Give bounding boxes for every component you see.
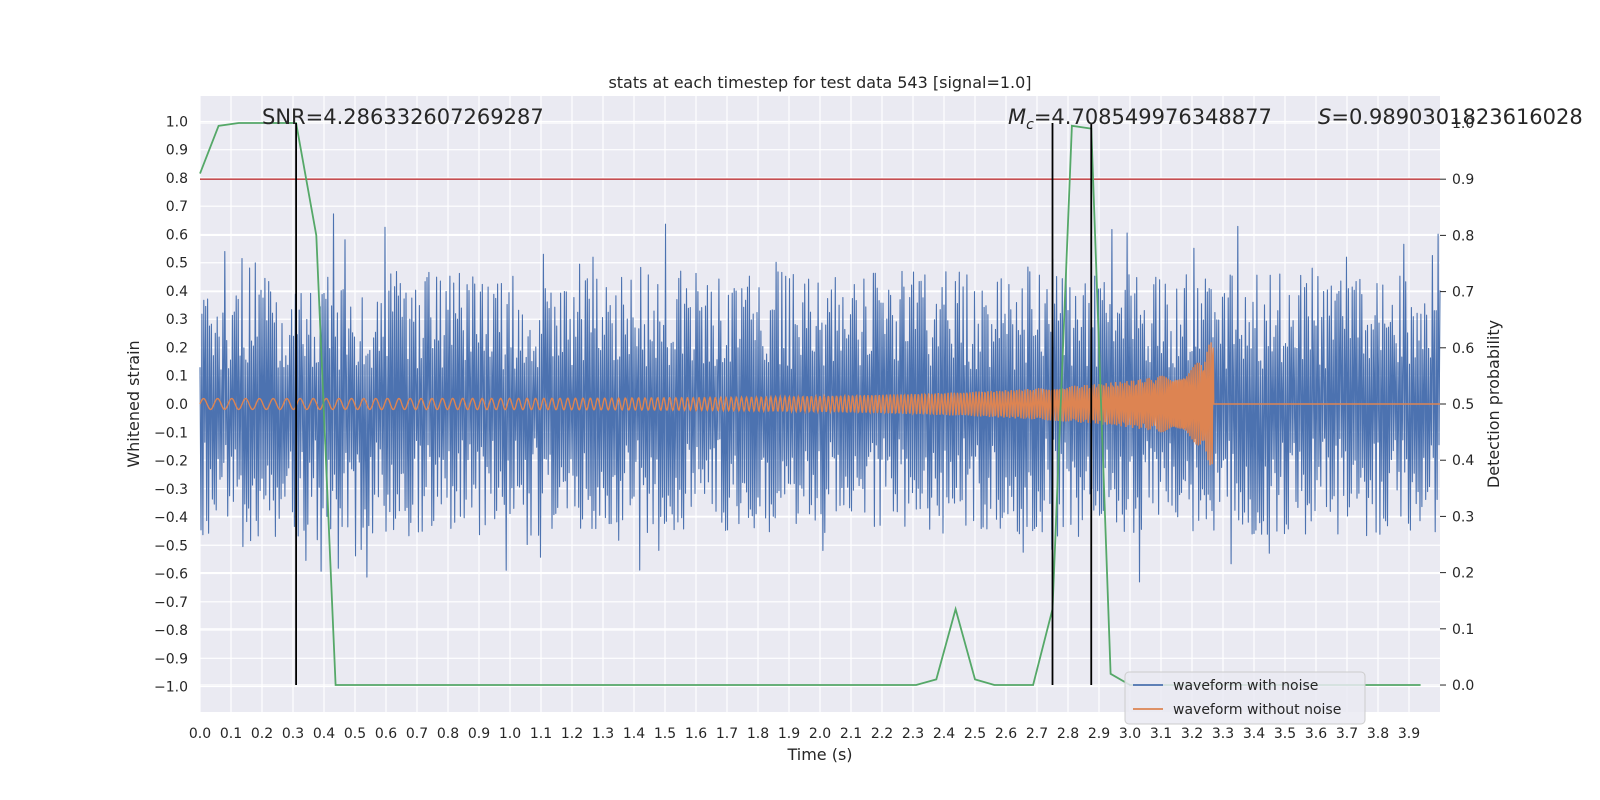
y-right-tick-label: 0.8 bbox=[1452, 228, 1474, 244]
legend-box bbox=[1124, 671, 1366, 725]
chirp-mass-annotation: Mc=4.708549976348877 bbox=[1008, 105, 1272, 133]
legend-label-clean: waveform without noise bbox=[1173, 702, 1341, 718]
x-tick-label: 3.5 bbox=[1274, 726, 1296, 742]
x-tick-label: 2.2 bbox=[871, 726, 893, 742]
chirp-mass-symbol: M bbox=[1008, 105, 1026, 129]
x-tick-label: 0.4 bbox=[313, 726, 335, 742]
legend: waveform with noise waveform without noi… bbox=[1124, 671, 1366, 725]
y-tick-label: 0.2 bbox=[166, 340, 188, 356]
y-tick-label: −0.3 bbox=[154, 482, 188, 498]
x-tick-label: 1.4 bbox=[623, 726, 645, 742]
x-tick-label: 1.3 bbox=[592, 726, 614, 742]
y-tick-label: −0.4 bbox=[154, 510, 188, 526]
s-symbol: S bbox=[1318, 105, 1331, 129]
y-right-tick-label: 0.7 bbox=[1452, 285, 1474, 301]
y-axis-label: Whitened strain bbox=[124, 340, 143, 467]
x-tick-label: 0.3 bbox=[282, 726, 304, 742]
x-tick-label: 2.4 bbox=[933, 726, 955, 742]
y-axis-right-ticks: 0.0 0.1 0.2 0.3 0.4 0.5 0.6 0.7 0.8 0.9 1.0 bbox=[1440, 116, 1474, 694]
x-tick-label: 2.7 bbox=[1026, 726, 1048, 742]
y-tick-label: 0.7 bbox=[166, 199, 188, 215]
x-tick-label: 0.7 bbox=[406, 726, 428, 742]
x-tick-label: 0.5 bbox=[344, 726, 366, 742]
x-tick-label: 2.5 bbox=[964, 726, 986, 742]
x-tick-label: 3.9 bbox=[1398, 726, 1420, 742]
y-right-tick-label: 1.0 bbox=[1452, 116, 1474, 132]
y-right-tick-label: 0.5 bbox=[1452, 397, 1474, 413]
y-right-tick-label: 0.4 bbox=[1452, 453, 1474, 469]
y-axis-right-label: Detection probability bbox=[1484, 320, 1503, 488]
y-right-tick-label: 0.9 bbox=[1452, 172, 1474, 188]
x-tick-label: 3.1 bbox=[1150, 726, 1172, 742]
y-tick-label: 0.9 bbox=[166, 143, 188, 159]
x-axis-label: Time (s) bbox=[786, 745, 852, 764]
x-tick-label: 1.8 bbox=[747, 726, 769, 742]
noise-waveform-line bbox=[199, 213, 1441, 583]
x-tick-label: 2.0 bbox=[809, 726, 831, 742]
x-tick-label: 3.4 bbox=[1243, 726, 1265, 742]
x-tick-label: 0.1 bbox=[220, 726, 242, 742]
x-tick-label: 0.8 bbox=[437, 726, 459, 742]
x-tick-label: 3.2 bbox=[1181, 726, 1203, 742]
snr-annotation: SNR=4.286332607269287 bbox=[262, 105, 544, 129]
x-tick-label: 3.6 bbox=[1305, 726, 1327, 742]
y-tick-label: 1.0 bbox=[166, 114, 188, 130]
y-right-tick-label: 0.1 bbox=[1452, 622, 1474, 638]
x-tick-label: 3.7 bbox=[1336, 726, 1358, 742]
x-tick-label: 3.0 bbox=[1119, 726, 1141, 742]
chart-title: stats at each timestep for test data 543… bbox=[608, 73, 1031, 92]
x-tick-label: 2.9 bbox=[1088, 726, 1110, 742]
x-axis-ticks: 0.0 0.1 0.2 0.3 0.4 0.5 0.6 0.7 0.8 0.9 1.0 1.1 1.2 1… bbox=[189, 726, 1420, 742]
x-tick-label: 0.2 bbox=[251, 726, 273, 742]
y-tick-label: 0.1 bbox=[166, 369, 188, 385]
y-tick-label: 0.0 bbox=[166, 397, 188, 413]
x-tick-label: 1.6 bbox=[685, 726, 707, 742]
chirp-mass-value: =4.708549976348877 bbox=[1034, 105, 1272, 129]
x-tick-label: 2.1 bbox=[840, 726, 862, 742]
y-right-tick-label: 0.2 bbox=[1452, 566, 1474, 582]
legend-label-noise: waveform with noise bbox=[1173, 678, 1318, 694]
vertical-markers bbox=[295, 122, 1093, 686]
x-tick-label: 3.3 bbox=[1212, 726, 1234, 742]
x-tick-label: 2.3 bbox=[902, 726, 924, 742]
x-tick-label: 1.5 bbox=[654, 726, 676, 742]
y-tick-label: −0.6 bbox=[154, 567, 188, 583]
series-waveform-without-noise bbox=[199, 342, 1440, 466]
y-tick-label: −0.7 bbox=[154, 595, 188, 611]
y-tick-label: −0.1 bbox=[154, 425, 188, 441]
y-tick-label: −1.0 bbox=[154, 680, 188, 696]
x-tick-label: 0.0 bbox=[189, 726, 211, 742]
x-tick-label: 1.1 bbox=[530, 726, 552, 742]
x-tick-label: 0.9 bbox=[468, 726, 490, 742]
y-tick-label: 0.8 bbox=[166, 171, 188, 187]
y-tick-label: −0.8 bbox=[154, 623, 188, 639]
s-annotation: S=0.9890301823616028 bbox=[1318, 105, 1583, 129]
x-tick-label: 1.0 bbox=[499, 726, 521, 742]
y-axis-left-ticks: −1.0 −0.9 −0.8 −0.7 −0.6 −0.5 −0.4 −0.3 −0.2 −0.1… bbox=[154, 114, 188, 695]
y-tick-label: −0.2 bbox=[154, 454, 188, 470]
x-tick-label: 2.8 bbox=[1057, 726, 1079, 742]
series-waveform-with-noise bbox=[199, 213, 1441, 583]
y-tick-label: −0.9 bbox=[154, 651, 188, 667]
y-tick-label: −0.5 bbox=[154, 538, 188, 554]
s-value: =0.9890301823616028 bbox=[1331, 105, 1582, 129]
clean-waveform-line bbox=[199, 342, 1440, 466]
y-right-tick-label: 0.3 bbox=[1452, 509, 1474, 525]
x-tick-label: 3.8 bbox=[1367, 726, 1389, 742]
y-tick-label: 0.6 bbox=[166, 227, 188, 243]
y-right-tick-label: 0.6 bbox=[1452, 341, 1474, 357]
x-tick-label: 0.6 bbox=[375, 726, 397, 742]
x-tick-label: 1.2 bbox=[561, 726, 583, 742]
x-tick-label: 1.7 bbox=[716, 726, 738, 742]
x-tick-label: 1.9 bbox=[778, 726, 800, 742]
y-right-tick-label: 0.0 bbox=[1452, 678, 1474, 694]
y-tick-label: 0.4 bbox=[166, 284, 188, 300]
y-tick-label: 0.5 bbox=[166, 256, 188, 272]
y-tick-label: 0.3 bbox=[166, 312, 188, 328]
x-tick-label: 2.6 bbox=[995, 726, 1017, 742]
chirp-mass-subscript: c bbox=[1026, 117, 1034, 133]
